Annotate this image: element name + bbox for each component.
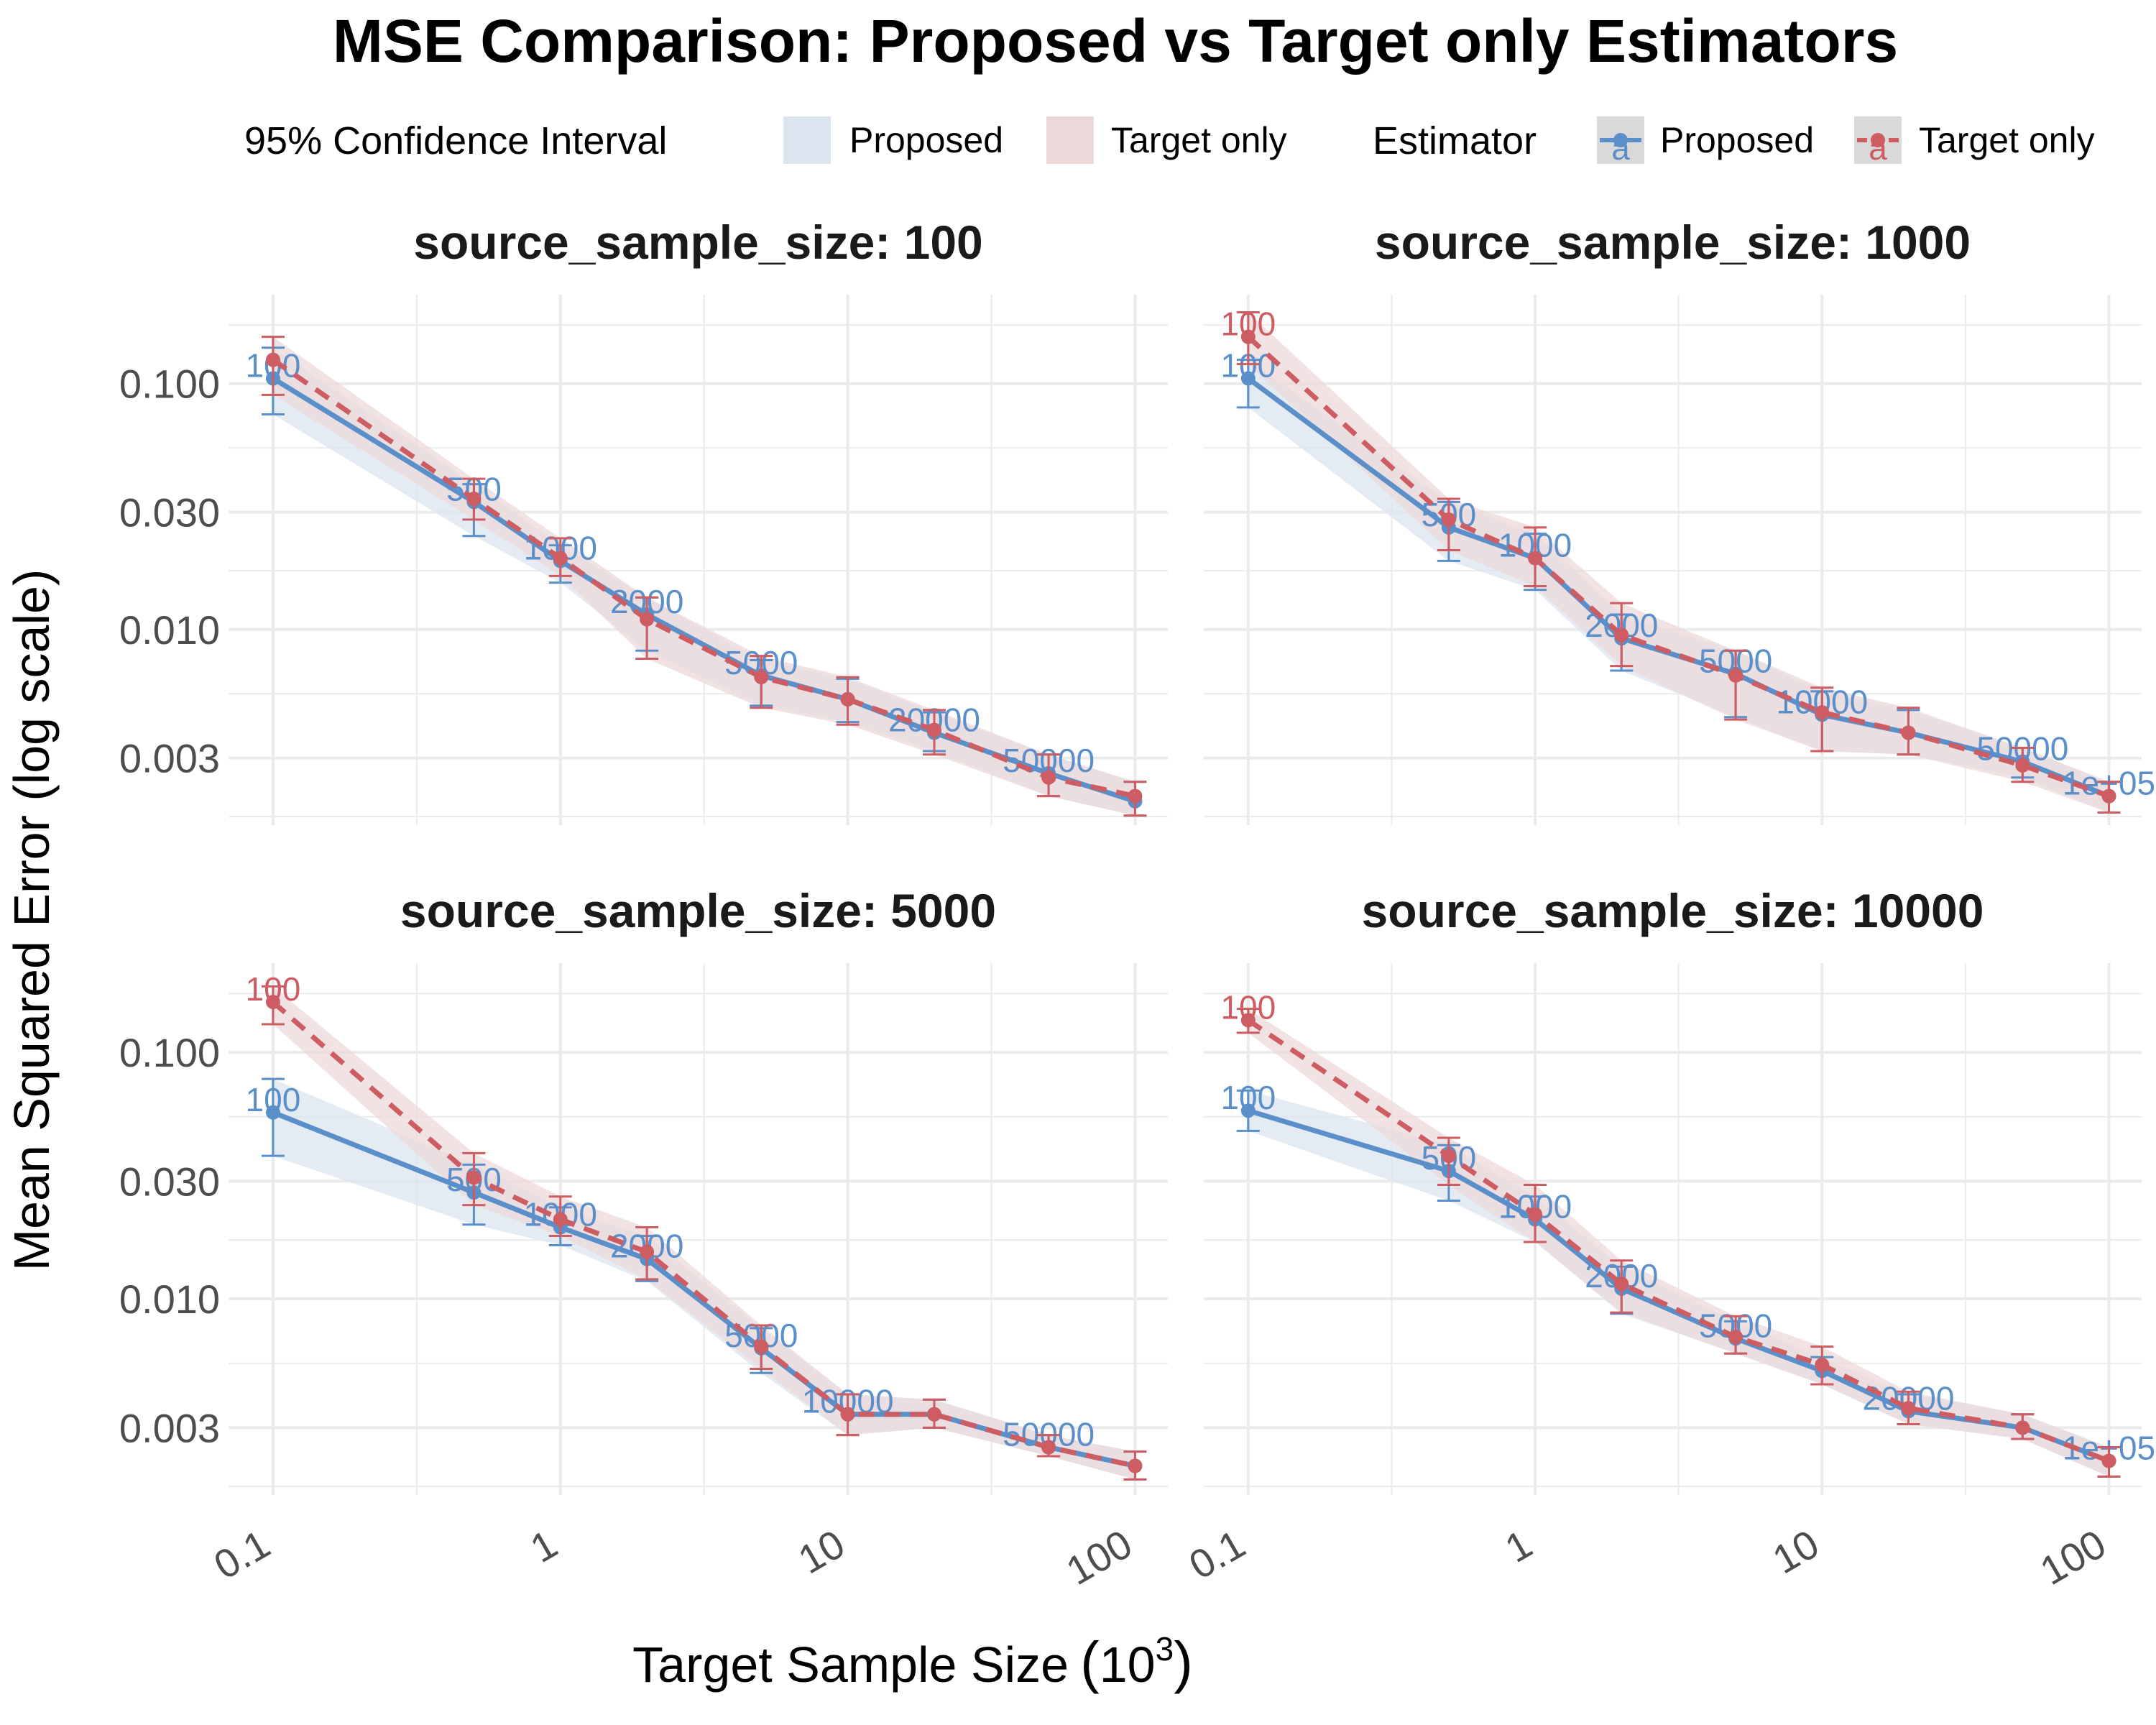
legend-ci-target-label: Target only — [1111, 120, 1287, 160]
data-point-proposed — [1240, 371, 1256, 386]
x-axis-title-unit-exp: 3 — [1156, 1630, 1174, 1668]
chart-title: MSE Comparison: Proposed vs Target only … — [333, 7, 1898, 75]
y-axis-title: Mean Squared Error (log scale) — [4, 569, 60, 1271]
legend-estimator-target-key-glyph: a — [1869, 129, 1887, 167]
data-point-target-only — [754, 670, 769, 685]
legend-ci-proposed-key — [783, 116, 831, 164]
data-point-target-only — [1728, 668, 1743, 683]
data-point-target-only — [1614, 1276, 1629, 1292]
data-point-target-only — [840, 691, 855, 707]
data-point-target-only — [1441, 512, 1456, 527]
data-point-target-only — [265, 352, 280, 367]
point-label-target-only: 100 — [246, 970, 301, 1008]
x-tick-label: 1 — [1498, 1521, 1539, 1571]
facet-panel: source_sample_size: 100000.1110100100500… — [1181, 884, 2155, 1593]
data-point-target-only — [1128, 788, 1143, 804]
data-point-target-only — [1815, 1357, 1830, 1372]
data-point-proposed — [265, 1105, 280, 1120]
legend-ci-title: 95% Confidence Interval — [244, 119, 667, 162]
facet-label: source_sample_size: 100 — [413, 216, 982, 269]
data-point-target-only — [1240, 1013, 1256, 1028]
data-point-target-only — [466, 1170, 482, 1185]
facet-panel: source_sample_size: 10001005001000200050… — [1204, 216, 2155, 825]
data-point-target-only — [2101, 1453, 2116, 1468]
legend-estimator-title: Estimator — [1373, 119, 1537, 162]
legend-estimator-proposed-key-point — [1613, 133, 1628, 147]
legend-estimator-proposed-key-glyph: a — [1611, 129, 1630, 167]
data-point-target-only — [1614, 627, 1629, 643]
y-tick-label: 0.030 — [119, 490, 220, 535]
data-point-target-only — [1128, 1458, 1143, 1473]
x-axis-title-main: Target Sample Size — [632, 1637, 1069, 1693]
y-tick-label: 0.003 — [119, 736, 220, 781]
x-axis-title-paren-open: ( — [1080, 1630, 1100, 1694]
point-label-proposed: 100 — [246, 1081, 301, 1118]
y-tick-label: 0.100 — [119, 362, 220, 407]
facet-panels: source_sample_size: 100 0.003 0.010 0.030 0.… — [119, 216, 2155, 1593]
data-point-target-only — [754, 1339, 769, 1354]
legend: 95% Confidence Interval Proposed Target … — [244, 116, 2095, 167]
data-point-target-only — [926, 1407, 941, 1422]
data-point-target-only — [1528, 1207, 1543, 1222]
point-label-target-only: 100 — [1220, 988, 1276, 1026]
data-point-target-only — [1041, 1440, 1056, 1455]
data-point-target-only — [1240, 329, 1256, 344]
data-point-target-only — [2101, 788, 2116, 804]
x-tick-label: 0.1 — [1181, 1521, 1253, 1588]
data-point-target-only — [1528, 551, 1543, 566]
data-point-target-only — [2015, 758, 2030, 773]
x-axis-title-paren-close: ) — [1174, 1630, 1193, 1694]
data-point-target-only — [553, 1212, 568, 1227]
point-label-proposed: 100 — [1220, 1079, 1276, 1116]
data-point-target-only — [265, 995, 280, 1010]
facet-panel: source_sample_size: 5000 0.003 0.010 0.030 0… — [119, 884, 1168, 1593]
x-axis-title: Target Sample Size (103) — [632, 1630, 1193, 1694]
y-tick-label: 0.010 — [119, 607, 220, 653]
y-tick-label: 0.010 — [119, 1276, 220, 1322]
data-point-target-only — [640, 612, 655, 627]
y-tick-label: 0.003 — [119, 1405, 220, 1450]
point-label-target-only: 100 — [1220, 305, 1276, 343]
facet-panel: source_sample_size: 100 0.003 0.010 0.030 0.… — [119, 216, 1168, 825]
data-point-target-only — [1728, 1330, 1743, 1345]
data-point-target-only — [466, 491, 482, 506]
facet-label: source_sample_size: 10000 — [1362, 884, 1984, 937]
data-point-target-only — [926, 722, 941, 737]
x-tick-label: 0.1 — [206, 1521, 277, 1588]
x-tick-label: 1 — [522, 1521, 564, 1571]
legend-estimator-target-label: Target only — [1919, 120, 2095, 160]
facet-label: source_sample_size: 1000 — [1375, 216, 1971, 269]
data-point-target-only — [1441, 1149, 1456, 1164]
data-point-target-only — [1815, 705, 1830, 720]
data-point-target-only — [840, 1407, 855, 1422]
data-point-target-only — [553, 551, 568, 566]
legend-ci-proposed-label: Proposed — [849, 120, 1003, 160]
legend-estimator-proposed-label: Proposed — [1660, 120, 1814, 160]
legend-ci-target-key — [1046, 116, 1094, 164]
legend-estimator-target-key: a — [1854, 116, 1902, 167]
x-tick-label: 10 — [1765, 1521, 1826, 1583]
y-tick-label: 0.100 — [119, 1030, 220, 1075]
y-tick-label: 0.030 — [119, 1159, 220, 1204]
x-axis-title-unit-base: 10 — [1100, 1637, 1156, 1693]
data-point-proposed — [1240, 1103, 1256, 1118]
data-point-target-only — [1901, 1401, 1916, 1416]
legend-estimator-proposed-key: a — [1597, 116, 1644, 167]
data-point-target-only — [1901, 725, 1916, 740]
data-point-target-only — [640, 1244, 655, 1259]
data-point-target-only — [1041, 770, 1056, 785]
x-tick-label: 100 — [2032, 1521, 2113, 1593]
facet-label: source_sample_size: 5000 — [400, 884, 996, 937]
x-tick-label: 10 — [791, 1521, 852, 1583]
data-point-target-only — [2015, 1420, 2030, 1435]
legend-estimator-target-key-point — [1871, 133, 1885, 147]
x-tick-label: 100 — [1059, 1521, 1139, 1593]
